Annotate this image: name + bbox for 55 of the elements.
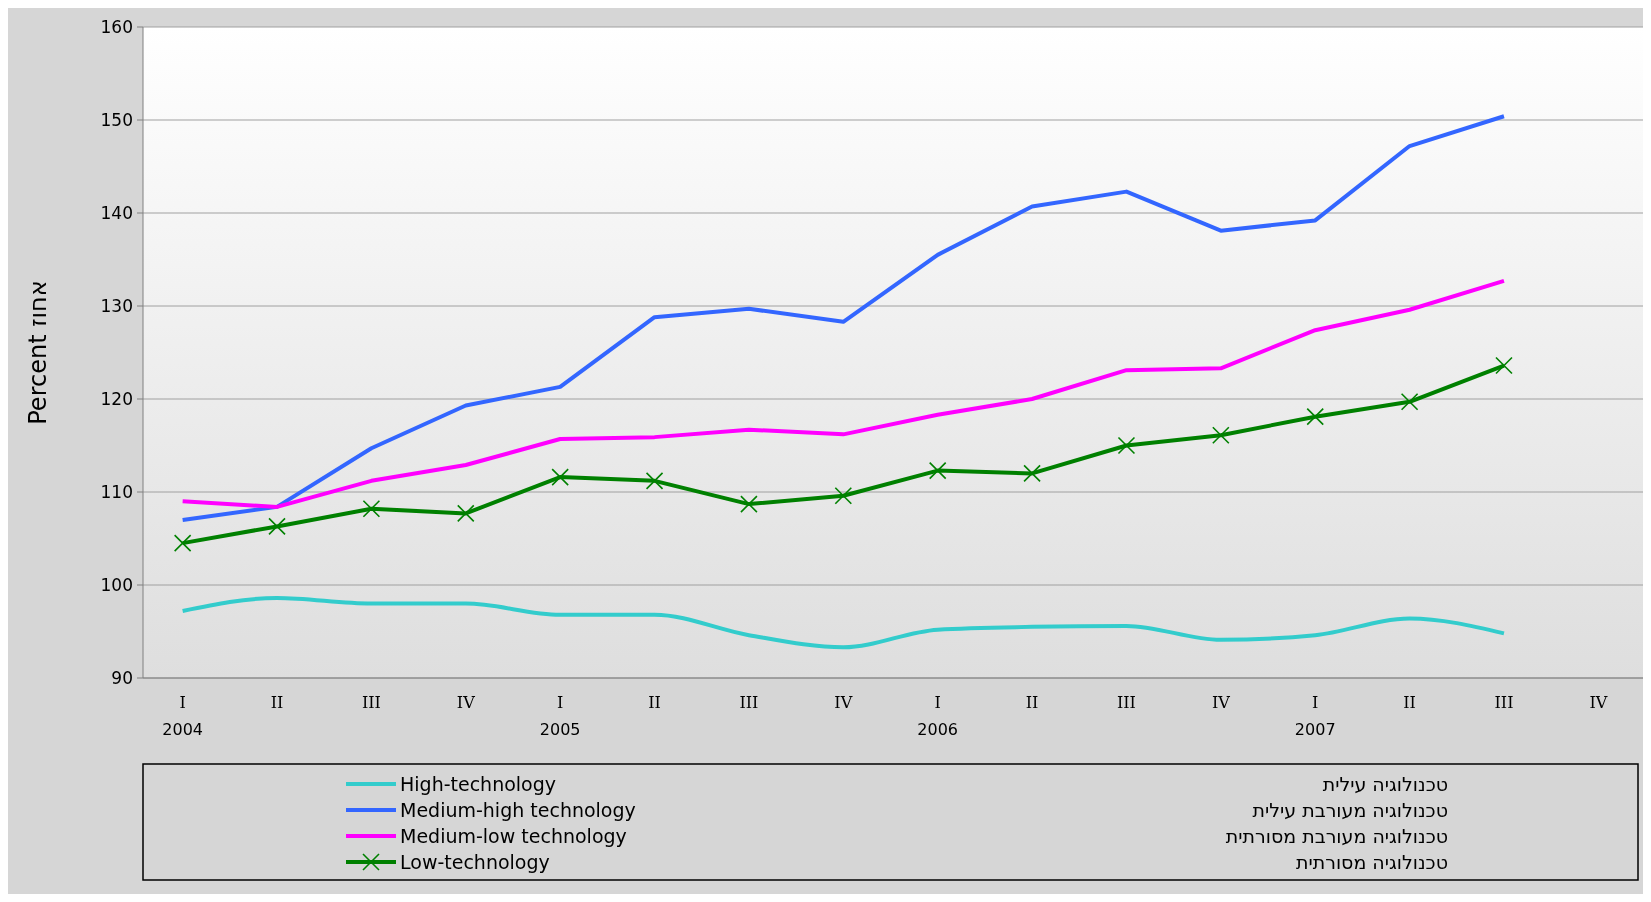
text: 2007 bbox=[1294, 720, 1336, 739]
point bbox=[1400, 392, 1419, 411]
x-tick-label: IV bbox=[1589, 693, 1608, 712]
point bbox=[268, 517, 286, 536]
y-tick-label: 120 bbox=[100, 388, 133, 409]
y-tick-label: 150 bbox=[100, 109, 133, 130]
point bbox=[1023, 464, 1041, 483]
x-tick-label: IV bbox=[456, 693, 476, 712]
legend-label: Low-technology bbox=[400, 850, 550, 873]
y-tick-label: 160 bbox=[100, 16, 133, 37]
y-tick-label: 110 bbox=[100, 481, 133, 502]
point bbox=[1117, 436, 1136, 455]
point bbox=[834, 486, 853, 505]
point bbox=[551, 468, 569, 486]
x-tick-label: I bbox=[1312, 693, 1319, 712]
point bbox=[928, 461, 947, 480]
x-tick-label: I bbox=[179, 693, 186, 712]
x-tick-label: II bbox=[1025, 693, 1039, 712]
text: טכנולוגיה מעורבת עילית bbox=[1252, 798, 1448, 821]
text: טכנולוגיה מסורתית bbox=[1295, 850, 1448, 873]
text: 2005 bbox=[539, 720, 581, 739]
legend-label: Medium-high technology bbox=[400, 798, 636, 821]
x-tick-label: I bbox=[934, 693, 941, 712]
point bbox=[456, 504, 475, 523]
point bbox=[1495, 356, 1513, 375]
point bbox=[645, 472, 664, 490]
line-series bbox=[180, 114, 1506, 522]
point bbox=[1212, 426, 1230, 445]
text: טכנולוגיה מעורבת מסורתית bbox=[1225, 824, 1448, 847]
x-tick-label: IV bbox=[1211, 693, 1231, 712]
x-tick-label: II bbox=[270, 693, 284, 712]
x-tick-label: III bbox=[739, 693, 759, 712]
line-series bbox=[180, 278, 1506, 509]
legend-label: High-technology bbox=[400, 772, 557, 795]
legend-label: Medium-low technology bbox=[400, 824, 627, 847]
x-tick-label: IV bbox=[834, 693, 853, 712]
y-tick-label: 100 bbox=[100, 574, 133, 595]
point bbox=[1306, 407, 1325, 426]
x-tick-label: I bbox=[557, 693, 564, 712]
text: 2004 bbox=[162, 720, 203, 739]
y-tick-label: 130 bbox=[100, 295, 133, 316]
y-tick-label: 90 bbox=[111, 667, 133, 688]
x-tick-label: II bbox=[1403, 693, 1416, 712]
line-series bbox=[180, 596, 1506, 650]
x-tick-label: III bbox=[361, 693, 381, 712]
point bbox=[740, 495, 758, 513]
x-tick-label: II bbox=[648, 693, 661, 712]
point bbox=[362, 499, 381, 518]
text: טכנולוגיה עילית bbox=[1322, 772, 1448, 795]
point bbox=[173, 534, 192, 552]
x-tick-label: III bbox=[1494, 693, 1514, 712]
x-tick-label: III bbox=[1116, 693, 1136, 712]
text: 2006 bbox=[917, 720, 959, 739]
y-axis-title: Percent אחוז bbox=[24, 280, 52, 425]
y-tick-label: 140 bbox=[100, 202, 133, 223]
